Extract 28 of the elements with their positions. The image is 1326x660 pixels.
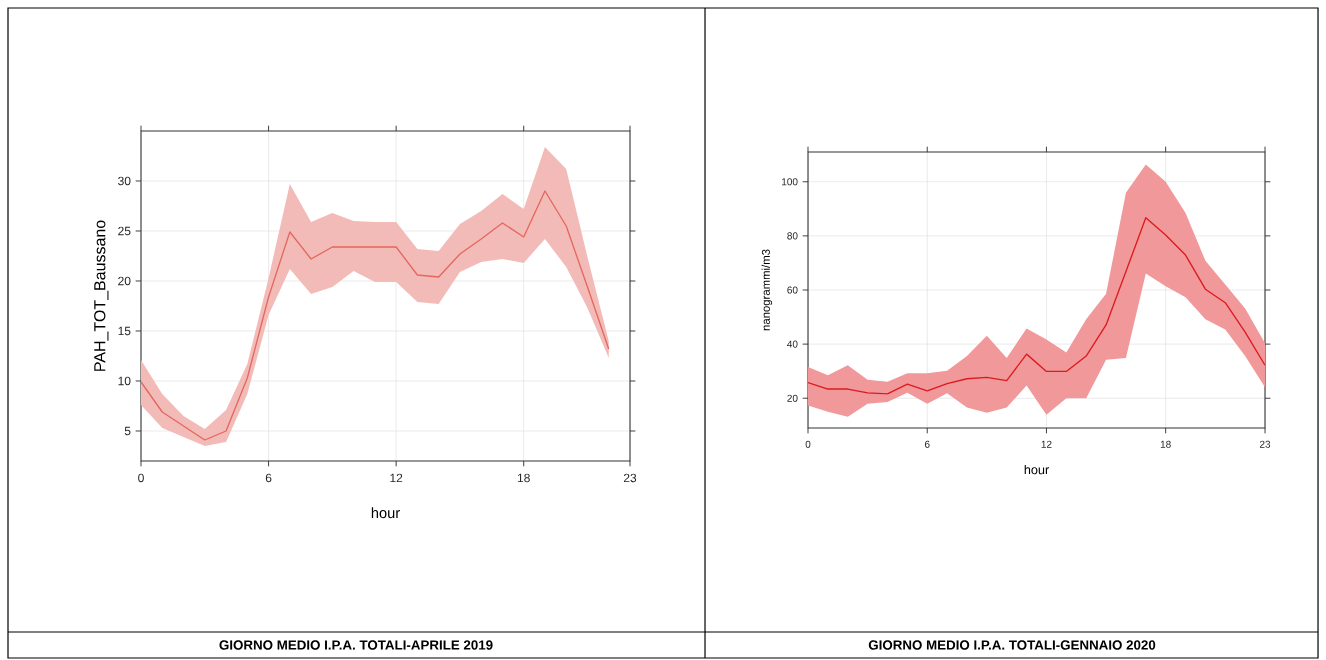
- y-tick-label: 60: [787, 286, 798, 294]
- x-tick-label: 23: [1259, 440, 1271, 448]
- y-tick-label: 80: [787, 232, 798, 240]
- x-axis-title: hour: [371, 507, 400, 519]
- x-tick-label: 6: [265, 473, 272, 483]
- text: GIORNO MEDIO I.P.A. TOTALI-GENNAIO 2020: [868, 640, 1156, 650]
- x-tick-label: 12: [390, 473, 403, 483]
- line-series: [808, 217, 1266, 395]
- y-tick-label: 20: [118, 276, 131, 286]
- y-tick-label: 10: [118, 376, 131, 386]
- y-axis-title: PAH_TOT_Baussano: [94, 220, 109, 371]
- x-tick-label: 0: [138, 473, 144, 483]
- y-tick-label: 30: [118, 176, 131, 186]
- x-tick-label: 12: [1041, 440, 1052, 448]
- x-tick-label: 23: [623, 473, 637, 483]
- y-axis-title: nanogrammi/m3: [761, 249, 773, 331]
- x-axis-title: hour: [1024, 464, 1049, 475]
- x-tick-label: 18: [517, 473, 530, 483]
- y-tick-label: 5: [124, 426, 131, 436]
- text: GIORNO MEDIO I.P.A. TOTALI-APRILE 2019: [219, 640, 493, 650]
- y-tick-label: 100: [782, 178, 798, 186]
- x-tick-label: 0: [805, 440, 811, 448]
- y-tick-label: 15: [118, 326, 131, 336]
- x-tick-label: 6: [924, 440, 930, 448]
- y-tick-label: 20: [787, 394, 798, 402]
- y-tick-label: 40: [787, 340, 798, 348]
- y-tick-label: 25: [118, 226, 131, 236]
- x-tick-label: 18: [1160, 440, 1171, 448]
